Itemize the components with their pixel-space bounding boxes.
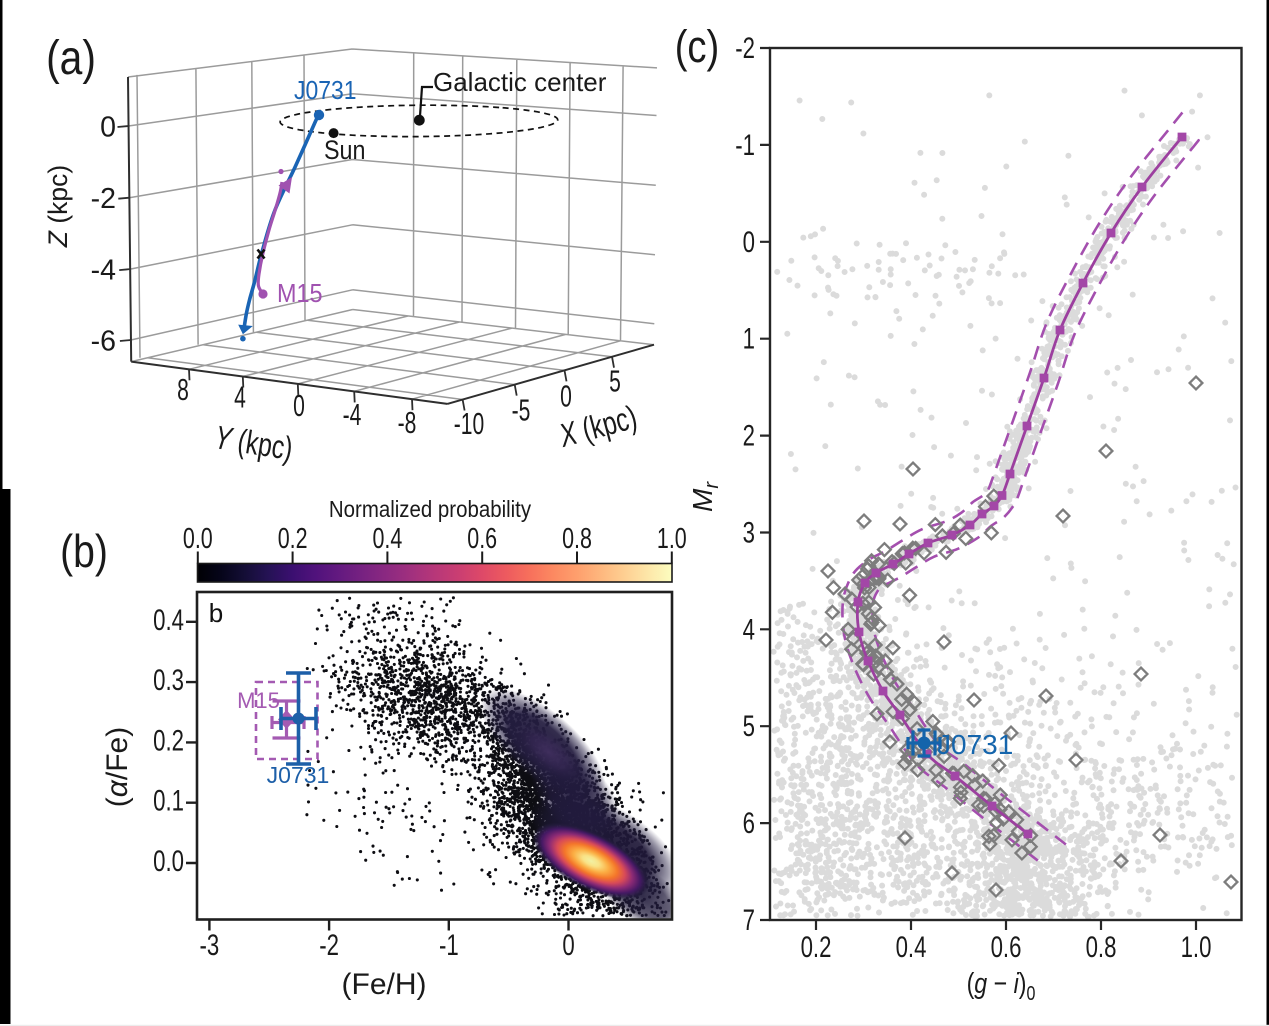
svg-text:0.4: 0.4: [153, 603, 184, 637]
svg-text:Galactic center: Galactic center: [433, 67, 607, 97]
svg-text:(α/Fe): (α/Fe): [101, 727, 134, 807]
svg-text:0.2: 0.2: [278, 523, 308, 555]
svg-text:Mr: Mr: [687, 481, 723, 512]
svg-text:0.4: 0.4: [372, 523, 402, 555]
svg-text:(g − i)0: (g − i)0: [967, 966, 1036, 1004]
svg-text:0.8: 0.8: [562, 523, 592, 555]
svg-text:-4: -4: [343, 397, 362, 432]
svg-text:(c): (c): [675, 21, 720, 72]
svg-text:3: 3: [743, 515, 755, 549]
svg-text:(b): (b): [60, 526, 108, 578]
svg-text:5: 5: [609, 363, 621, 398]
svg-text:b: b: [209, 598, 223, 628]
svg-text:(Fe/H): (Fe/H): [342, 968, 427, 1001]
svg-text:J0731: J0731: [267, 762, 330, 788]
svg-text:8: 8: [177, 372, 189, 407]
svg-text:0.1: 0.1: [153, 783, 184, 817]
svg-text:-6: -6: [91, 326, 116, 358]
svg-text:(a): (a): [46, 32, 96, 85]
svg-text:-2: -2: [91, 183, 116, 215]
svg-text:1.0: 1.0: [1181, 930, 1212, 964]
svg-text:0.2: 0.2: [153, 723, 184, 757]
svg-text:M15: M15: [237, 688, 280, 713]
svg-text:0.8: 0.8: [1086, 930, 1117, 964]
svg-text:-5: -5: [512, 392, 531, 427]
svg-text:7: 7: [743, 903, 755, 937]
svg-text:-1: -1: [439, 928, 459, 962]
svg-text:0: 0: [560, 378, 572, 413]
svg-text:-10: -10: [454, 406, 484, 441]
svg-text:6: 6: [743, 806, 755, 840]
svg-text:0.2: 0.2: [801, 930, 832, 964]
svg-text:-2: -2: [319, 928, 339, 962]
svg-text:-1: -1: [735, 128, 755, 162]
svg-text:0: 0: [562, 928, 574, 962]
svg-text:1.0: 1.0: [657, 523, 687, 555]
svg-text:0.0: 0.0: [183, 523, 213, 555]
svg-text:M15: M15: [277, 280, 322, 308]
svg-text:0.0: 0.0: [153, 844, 184, 878]
svg-text:-4: -4: [91, 255, 116, 287]
svg-text:1: 1: [743, 321, 755, 355]
svg-text:-8: -8: [398, 405, 417, 440]
svg-text:0.6: 0.6: [467, 523, 497, 555]
svg-text:0.6: 0.6: [991, 930, 1022, 964]
svg-text:Z (kpc): Z (kpc): [43, 165, 73, 248]
svg-text:0.4: 0.4: [896, 930, 927, 964]
svg-text:0: 0: [743, 224, 755, 258]
svg-text:J0731: J0731: [937, 729, 1013, 760]
svg-text:0.3: 0.3: [153, 663, 184, 697]
svg-text:Sun: Sun: [324, 136, 365, 166]
svg-text:4: 4: [234, 379, 246, 414]
svg-text:Normalized probability: Normalized probability: [329, 496, 531, 523]
svg-text:5: 5: [743, 709, 755, 743]
svg-text:-2: -2: [735, 31, 755, 65]
svg-text:-3: -3: [200, 928, 220, 962]
svg-text:4: 4: [743, 612, 755, 646]
svg-text:2: 2: [743, 418, 755, 452]
svg-text:0: 0: [293, 388, 305, 423]
svg-text:J0731: J0731: [294, 77, 357, 105]
svg-text:0: 0: [100, 111, 116, 143]
